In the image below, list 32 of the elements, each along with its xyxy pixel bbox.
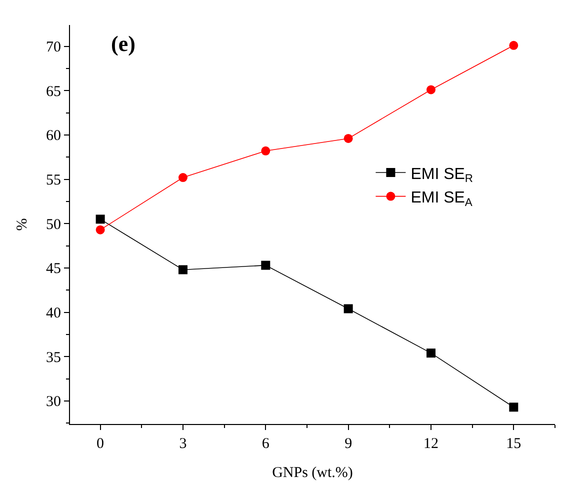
point (96, 225, 105, 234)
y-tick-label: 65 (46, 84, 61, 100)
y-tick-label: 55 (46, 172, 61, 189)
y-tick-label: 60 (46, 128, 61, 144)
y-tick-label: 35 (46, 350, 61, 366)
y-tick-label: 40 (46, 306, 61, 322)
point (509, 402, 518, 412)
point (426, 85, 436, 94)
y-axis-title: % (14, 218, 30, 231)
y-tick-label: 50 (46, 216, 61, 233)
point (509, 40, 518, 50)
x-tick-label: 9 (344, 436, 352, 452)
point (178, 265, 188, 274)
point (261, 260, 270, 270)
point (426, 348, 436, 358)
x-tick-label: 6 (262, 436, 270, 452)
point (178, 173, 188, 182)
x-tick-label: 0 (96, 436, 104, 452)
legend-label: EMI SE$_{R}$ (410, 166, 474, 186)
x-tick-label: 15 (506, 436, 522, 452)
annotation: (e) (111, 31, 136, 56)
point (96, 214, 105, 224)
x-axis-title: GNPs (wt.%) (272, 465, 353, 481)
y-tick-label: 45 (46, 261, 61, 278)
y-tick-label: 70 (46, 40, 61, 56)
y-tick-label: 30 (46, 394, 61, 410)
point (344, 304, 353, 314)
x-tick-label: 3 (179, 436, 187, 452)
x-tick-label: 12 (423, 436, 438, 452)
legend-label: EMI SE$_{A}$ (410, 190, 473, 209)
point (261, 146, 270, 156)
point (344, 134, 353, 143)
